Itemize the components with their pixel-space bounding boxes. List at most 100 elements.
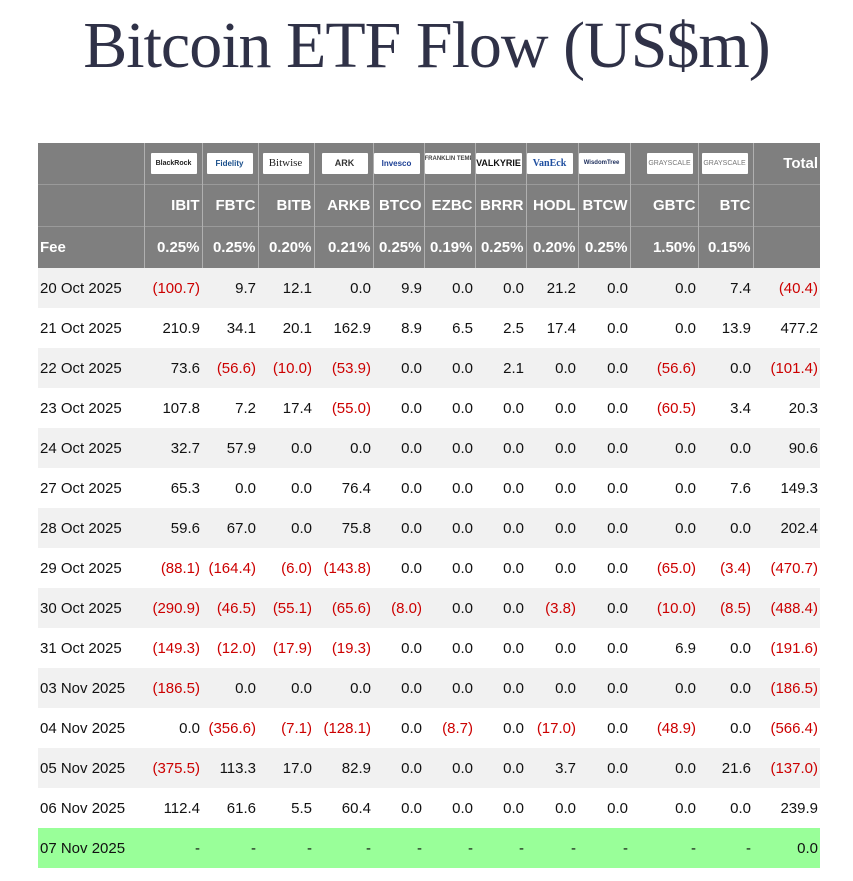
flow-cell-btcw: 0.0 (578, 708, 630, 748)
flow-cell-fbtc: 67.0 (202, 508, 258, 548)
flow-cell-gbtc: 0.0 (630, 308, 698, 348)
flow-cell-ibit: 112.4 (144, 788, 202, 828)
flow-cell-bitb: 0.0 (258, 428, 314, 468)
ark-logo: ARK (321, 153, 368, 174)
fee-label: Fee (38, 226, 144, 268)
row-date: 06 Nov 2025 (38, 788, 144, 828)
table-row: 06 Nov 2025 112.4 61.6 5.5 60.4 0.0 0.0 0.0 0.0 0… (38, 788, 820, 828)
flow-cell-btc: 7.4 (698, 268, 753, 308)
table-row: 20 Oct 2025 (100.7) 9.7 12.1 0.0 9.9 0.0 0.0 21.… (38, 268, 820, 308)
flow-cell-ezbc: - (424, 828, 475, 868)
flow-cell-fbtc: - (202, 828, 258, 868)
flow-cell-hodl: (3.8) (526, 588, 578, 628)
flow-cell-btc: (3.4) (698, 548, 753, 588)
flow-cell-btc: 0.0 (698, 348, 753, 388)
wisdomtree-logo: WisdomTree (579, 153, 625, 174)
flow-cell-btc: 0.0 (698, 708, 753, 748)
flow-cell-fbtc: (56.6) (202, 348, 258, 388)
flow-cell-hodl: 21.2 (526, 268, 578, 308)
flow-cell-ezbc: 0.0 (424, 508, 475, 548)
table-row: 03 Nov 2025 (186.5) 0.0 0.0 0.0 0.0 0.0 0.0 0.0 0… (38, 668, 820, 708)
table-row: 04 Nov 2025 0.0 (356.6) (7.1) (128.1) 0.0 (8.7… (38, 708, 820, 748)
vaneck-logo: VanEck (527, 153, 573, 174)
flow-cell-bitb: 0.0 (258, 468, 314, 508)
table-row: 21 Oct 2025 210.9 34.1 20.1 162.9 8.9 6.5 2.5 17… (38, 308, 820, 348)
flow-cell-btco: 0.0 (373, 628, 424, 668)
flow-cell-arkb: (55.0) (314, 388, 373, 428)
flow-cell-gbtc: (65.0) (630, 548, 698, 588)
fidelity-logo: Fidelity (206, 153, 253, 174)
row-total: 149.3 (753, 468, 820, 508)
flow-cell-btcw: 0.0 (578, 588, 630, 628)
flow-cell-hodl: 0.0 (526, 788, 578, 828)
flow-cell-btcw: 0.0 (578, 668, 630, 708)
fee-gbtc: 1.50% (629, 226, 698, 268)
flow-cell-ezbc: (8.7) (424, 708, 475, 748)
flow-cell-btcw: 0.0 (578, 428, 630, 468)
fee-row: Fee 0.25% 0.25% 0.20% 0.21% 0.25% 0.19% 0.25% 0… (38, 226, 820, 268)
ticker-btcw: BTCW (577, 184, 630, 227)
fee-ezbc: 0.19% (423, 226, 475, 268)
flow-cell-btcw: 0.0 (578, 388, 630, 428)
flow-cell-brrr: 0.0 (475, 468, 526, 508)
flow-cell-btc: - (698, 828, 753, 868)
row-date: 27 Oct 2025 (38, 468, 144, 508)
flow-cell-arkb: 76.4 (314, 468, 373, 508)
fee-arkb: 0.21% (313, 226, 373, 268)
row-total: (186.5) (753, 668, 820, 708)
flow-cell-arkb: 0.0 (314, 268, 373, 308)
flow-cell-ibit: 32.7 (144, 428, 202, 468)
flow-cell-arkb: - (314, 828, 373, 868)
flow-cell-btcw: 0.0 (578, 748, 630, 788)
flow-cell-ibit: (186.5) (144, 668, 202, 708)
flow-cell-brrr: 2.1 (475, 348, 526, 388)
flow-cell-bitb: (7.1) (258, 708, 314, 748)
flow-cell-btco: 8.9 (373, 308, 424, 348)
ticker-brrr: BRRR (474, 184, 526, 227)
flow-cell-arkb: (65.6) (314, 588, 373, 628)
flow-cell-btco: 0.0 (373, 508, 424, 548)
flow-cell-gbtc: (56.6) (630, 348, 698, 388)
flow-cell-hodl: 0.0 (526, 468, 578, 508)
flow-cell-hodl: 0.0 (526, 508, 578, 548)
flow-cell-ibit: 0.0 (144, 708, 202, 748)
flow-cell-brrr: - (475, 828, 526, 868)
flow-cell-bitb: 0.0 (258, 508, 314, 548)
flow-cell-ezbc: 0.0 (424, 788, 475, 828)
fee-btc: 0.15% (697, 226, 753, 268)
flow-cell-btcw: 0.0 (578, 548, 630, 588)
flow-cell-ezbc: 0.0 (424, 388, 475, 428)
flow-cell-brrr: 0.0 (475, 788, 526, 828)
flow-cell-hodl: - (526, 828, 578, 868)
flow-cell-ezbc: 0.0 (424, 748, 475, 788)
flow-cell-gbtc: 6.9 (630, 628, 698, 668)
flow-cell-arkb: 0.0 (314, 668, 373, 708)
fee-brrr: 0.25% (474, 226, 526, 268)
flow-cell-btco: 0.0 (373, 708, 424, 748)
flow-cell-fbtc: (164.4) (202, 548, 258, 588)
flow-cell-hodl: 0.0 (526, 628, 578, 668)
row-date: 23 Oct 2025 (38, 388, 144, 428)
flow-cell-btc: 0.0 (698, 508, 753, 548)
row-date: 29 Oct 2025 (38, 548, 144, 588)
corner-cell (38, 143, 144, 185)
flow-cell-brrr: 0.0 (475, 388, 526, 428)
row-total: 477.2 (753, 308, 820, 348)
flow-cell-arkb: (143.8) (314, 548, 373, 588)
flow-cell-gbtc: (48.9) (630, 708, 698, 748)
flow-cell-fbtc: (46.5) (202, 588, 258, 628)
grayscale-logo-gbtc: GRAYSCALE (646, 153, 693, 174)
flow-cell-brrr: 0.0 (475, 628, 526, 668)
flow-cell-btcw: 0.0 (578, 468, 630, 508)
table-row: 30 Oct 2025 (290.9) (46.5) (55.1) (65.6) (8.0… (38, 588, 820, 628)
flow-cell-hodl: 0.0 (526, 428, 578, 468)
flow-cell-gbtc: - (630, 828, 698, 868)
flow-cell-btc: 0.0 (698, 668, 753, 708)
fee-total-spacer (752, 226, 820, 268)
table-row: 31 Oct 2025 (149.3) (12.0) (17.9) (19.3) 0.0 0… (38, 628, 820, 668)
fee-hodl: 0.20% (525, 226, 578, 268)
flow-cell-btc: 13.9 (698, 308, 753, 348)
row-date: 05 Nov 2025 (38, 748, 144, 788)
flow-cell-fbtc: 57.9 (202, 428, 258, 468)
flow-cell-hodl: 0.0 (526, 388, 578, 428)
